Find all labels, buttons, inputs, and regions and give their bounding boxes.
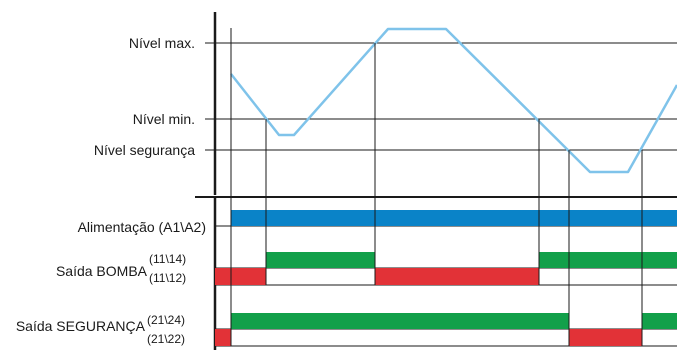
- event-markers: [230, 28, 643, 346]
- signal-section: Alimentação (A1\A2) Saída BOMBA (11\14) …: [16, 197, 677, 350]
- power-label: Alimentação (A1\A2): [78, 219, 206, 235]
- safety-level-label: Nível segurança: [94, 142, 195, 158]
- safety-nc-bar: [569, 329, 642, 346]
- safety-no-bar: [231, 313, 569, 329]
- safety-no-bar: [642, 313, 677, 329]
- pump-nc-bar: [215, 268, 266, 285]
- safety-label: Saída SEGURANÇA: [16, 318, 146, 334]
- level-section: Nível max. Nível min. Nível segurança: [94, 12, 677, 195]
- pump-nc-label: (11\12): [149, 271, 186, 285]
- safety-nc-bar: [215, 329, 231, 346]
- pump-no-label: (11\14): [149, 252, 186, 266]
- safety-nc-label: (21\22): [147, 332, 185, 346]
- min-level-label: Nível min.: [133, 111, 195, 127]
- safety-no-label: (21\24): [147, 313, 185, 327]
- level-curve: [230, 27, 677, 174]
- pump-label: Saída BOMBA: [56, 263, 148, 279]
- pump-nc-bar: [375, 268, 539, 285]
- pump-no-bar: [266, 252, 375, 268]
- max-level-label: Nível max.: [129, 35, 195, 51]
- pump-no-bar: [539, 252, 677, 268]
- power-bar: [231, 210, 677, 226]
